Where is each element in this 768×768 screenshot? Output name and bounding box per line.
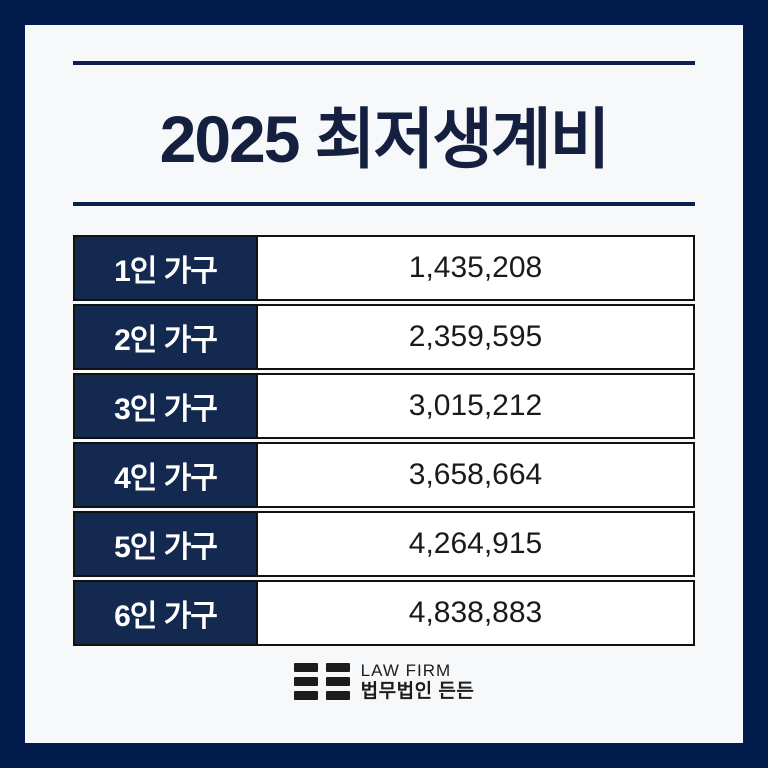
table-row: 4인 가구 3,658,664	[73, 442, 695, 508]
bar-icon	[293, 663, 318, 673]
household-label: 4인 가구	[75, 444, 258, 506]
bars-grid-icon	[293, 663, 350, 701]
amount-value: 3,015,212	[408, 389, 543, 422]
infographic-card: 2025 최저생계비 1인 가구 1,435,208 2인 가구 2,359,5…	[25, 25, 743, 743]
bar-icon	[325, 663, 350, 673]
household-label: 1인 가구	[75, 237, 258, 299]
household-label: 3인 가구	[75, 375, 258, 437]
law-firm-logo: LAW FIRM 법무법인 든든	[25, 661, 743, 702]
amount-value: 4,838,883	[408, 596, 543, 629]
logo-text: LAW FIRM 법무법인 든든	[361, 661, 475, 702]
amount-value: 3,658,664	[408, 458, 543, 491]
bar-icon	[293, 691, 318, 701]
firm-name-korean: 법무법인 든든	[360, 680, 475, 702]
header: 2025 최저생계비	[25, 65, 743, 202]
page-title: 2025 최저생계비	[159, 101, 611, 176]
table-row: 5인 가구 4,264,915	[73, 511, 695, 577]
table-row: 2인 가구 2,359,595	[73, 304, 695, 370]
firm-name-english: LAW FIRM	[360, 661, 452, 680]
amount-value: 2,359,595	[408, 320, 543, 353]
household-label: 2인 가구	[75, 306, 258, 368]
bar-icon	[325, 677, 350, 687]
bar-icon	[293, 677, 318, 687]
header-rule-bottom	[73, 202, 695, 206]
header-rule-top	[73, 61, 695, 65]
household-label: 6인 가구	[75, 582, 258, 644]
bar-icon	[325, 691, 350, 701]
table-row: 6인 가구 4,838,883	[73, 580, 695, 646]
amount-value: 1,435,208	[408, 251, 543, 284]
amount-value: 4,264,915	[408, 527, 543, 560]
household-label: 5인 가구	[75, 513, 258, 575]
cost-of-living-table: 1인 가구 1,435,208 2인 가구 2,359,595 3인 가구 3,…	[73, 235, 695, 646]
table-row: 1인 가구 1,435,208	[73, 235, 695, 301]
table-row: 3인 가구 3,015,212	[73, 373, 695, 439]
